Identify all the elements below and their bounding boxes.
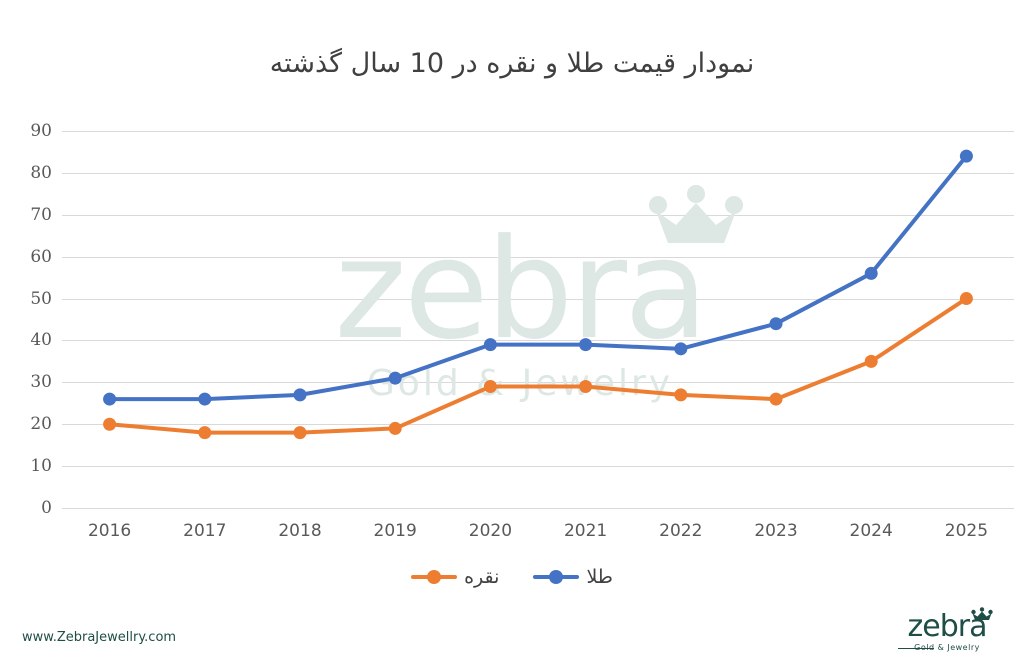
data-point[interactable]	[198, 426, 212, 440]
data-point[interactable]	[579, 338, 593, 352]
legend-item[interactable]: طلا	[533, 566, 613, 588]
data-point[interactable]	[674, 342, 688, 356]
data-point[interactable]	[674, 388, 688, 402]
y-axis-tick-label: 40	[30, 330, 52, 351]
gridline	[62, 298, 1014, 300]
series-line	[107, 296, 969, 435]
legend-label: طلا	[586, 566, 613, 588]
data-point[interactable]	[103, 392, 117, 406]
y-axis-tick-label: 50	[30, 288, 52, 309]
x-axis-tick-label: 2023	[754, 521, 798, 541]
data-point[interactable]	[388, 421, 402, 435]
x-axis-tick-label: 2016	[87, 521, 132, 541]
y-axis-tick-label: 90	[30, 121, 52, 141]
legend-marker-icon	[411, 570, 458, 584]
gridline	[62, 256, 1014, 258]
legend-marker-icon	[533, 570, 580, 584]
y-axis-tick-label: 30	[30, 372, 52, 393]
footer-website-url[interactable]: www.ZebraJewellry.com	[22, 630, 177, 645]
chart-title: نمودار قیمت طلا و نقره در 10 سال گذشته	[269, 48, 755, 79]
data-point[interactable]	[198, 392, 212, 406]
x-axis-tick-label: 2021	[563, 521, 608, 541]
x-axis-tick-label: 2017	[183, 521, 227, 541]
y-axis-tick-label: 20	[30, 414, 52, 435]
data-point[interactable]	[293, 388, 307, 402]
x-axis-tick-label: 2025	[944, 521, 989, 541]
y-axis-tick-label: 60	[30, 246, 52, 267]
gridline	[62, 466, 1014, 468]
series-line	[107, 154, 969, 402]
x-axis-tick-label: 2019	[373, 521, 417, 541]
data-point[interactable]	[769, 392, 783, 406]
data-point[interactable]	[388, 371, 402, 385]
x-axis-tick-label: 2020	[468, 521, 513, 541]
x-axis-tick-label: 2018	[278, 521, 322, 541]
footer-logo: zebra Gold & Jewelry	[892, 607, 1002, 658]
y-axis-tick-label: 10	[30, 456, 52, 477]
data-point[interactable]	[769, 317, 783, 331]
data-point[interactable]	[864, 354, 878, 368]
data-point[interactable]	[293, 426, 307, 440]
gridline	[62, 214, 1014, 216]
gridline	[62, 424, 1014, 426]
y-axis-tick-label: 0	[41, 498, 52, 518]
chart-legend: طلا نقره	[0, 566, 1024, 588]
gridlines	[62, 131, 1014, 509]
x-axis-tick-label: 2022	[659, 521, 703, 541]
data-point[interactable]	[959, 292, 973, 306]
gridline	[62, 382, 1014, 384]
y-axis-tick-label: 70	[30, 204, 52, 225]
y-axis-labels: 90 80 70 60 50 40 30 20 10 0	[0, 121, 52, 518]
gridline	[62, 131, 1014, 132]
x-axis-labels: 2016 2017 2018 2019 2020 2021 2022 2023 2024 2025	[62, 521, 1014, 547]
gridline	[62, 340, 1014, 342]
legend-item[interactable]: نقره	[411, 566, 499, 588]
footer-logo-tagline: Gold & Jewelry	[914, 643, 980, 652]
x-axis-tick-label: 2024	[849, 521, 893, 541]
footer-logo-brand: zebra	[907, 609, 988, 644]
data-point[interactable]	[959, 149, 973, 163]
data-point[interactable]	[579, 380, 593, 394]
data-point[interactable]	[483, 338, 497, 352]
gridline	[62, 508, 1014, 509]
data-point[interactable]	[483, 380, 497, 394]
crown-icon-small	[971, 607, 993, 620]
data-point[interactable]	[103, 417, 117, 431]
footer-logo-rule	[898, 648, 934, 649]
y-axis-tick-label: 80	[30, 162, 52, 183]
data-point[interactable]	[864, 266, 878, 280]
legend-label: نقره	[464, 566, 500, 588]
gridline	[62, 172, 1014, 174]
